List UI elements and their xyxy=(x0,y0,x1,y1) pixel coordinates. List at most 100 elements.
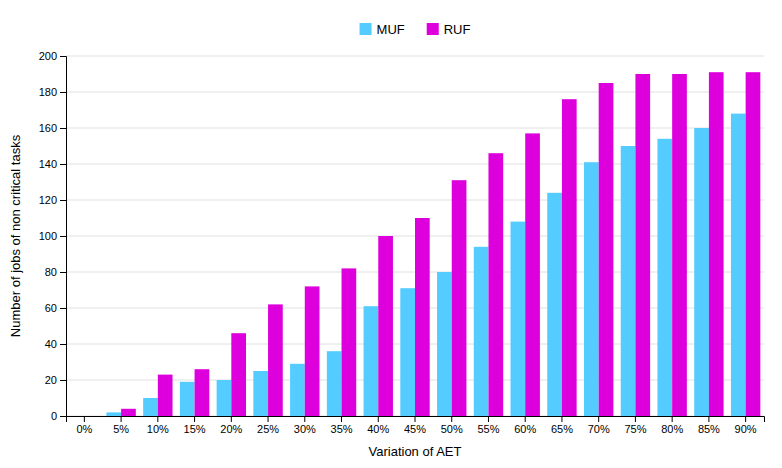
grid-line xyxy=(66,128,764,129)
bar xyxy=(547,193,562,416)
bar xyxy=(635,74,650,416)
bar xyxy=(474,247,489,416)
y-tick-label: 40 xyxy=(45,338,57,350)
y-tick-mark xyxy=(60,416,66,417)
y-tick: 80 xyxy=(45,266,66,278)
bar xyxy=(364,306,379,416)
legend-swatch xyxy=(360,23,372,35)
bar xyxy=(525,133,540,416)
chart: 0% 5% 10% 15% 20% 25% 30% 35% 40% 45% 50% 55% 60% 65%… xyxy=(0,0,782,468)
bar xyxy=(562,99,577,416)
legend: MUFRUF xyxy=(360,22,471,37)
y-tick: 160 xyxy=(39,122,66,134)
x-tick-label: 35% xyxy=(331,423,353,435)
x-tick-mark xyxy=(341,416,342,422)
grid-line xyxy=(66,56,764,57)
y-tick: 200 xyxy=(39,50,66,62)
y-tick: 140 xyxy=(39,158,66,170)
bar xyxy=(657,139,672,416)
bar xyxy=(143,398,158,416)
y-tick: 40 xyxy=(45,338,66,350)
x-tick-mark xyxy=(451,416,452,422)
y-tick-label: 160 xyxy=(39,122,57,134)
x-tick: 35% xyxy=(331,416,353,435)
x-tick-mark xyxy=(304,416,305,422)
x-tick-label: 40% xyxy=(367,423,389,435)
y-tick-mark xyxy=(60,92,66,93)
x-tick: 25% xyxy=(257,416,279,435)
x-tick: 70% xyxy=(588,416,610,435)
bar xyxy=(511,222,526,416)
y-tick-mark xyxy=(60,272,66,273)
x-tick: 85% xyxy=(698,416,720,435)
y-tick-label: 200 xyxy=(39,50,57,62)
y-tick: 120 xyxy=(39,194,66,206)
bar xyxy=(584,162,599,416)
bar xyxy=(452,180,467,416)
y-tick-label: 20 xyxy=(45,374,57,386)
legend-label: RUF xyxy=(444,22,471,37)
x-tick-label: 55% xyxy=(477,423,499,435)
y-tick-label: 80 xyxy=(45,266,57,278)
bar xyxy=(746,72,761,416)
bars xyxy=(106,72,760,416)
y-tick-label: 60 xyxy=(45,302,57,314)
bar xyxy=(621,146,636,416)
x-tick: 0% xyxy=(76,416,92,435)
x-tick-label: 60% xyxy=(514,423,536,435)
y-tick-mark xyxy=(60,380,66,381)
bar xyxy=(305,286,320,416)
bar xyxy=(488,153,503,416)
y-tick-mark xyxy=(60,164,66,165)
x-tick: 50% xyxy=(441,416,463,435)
bar xyxy=(731,114,746,416)
bar xyxy=(70,416,85,417)
x-tick-mark xyxy=(157,416,158,422)
y-axis-title: Number of jobs of non critical tasks xyxy=(8,134,23,337)
x-tick: 60% xyxy=(514,416,536,435)
bar xyxy=(437,272,452,416)
x-tick-mark xyxy=(121,416,122,422)
x-tick-mark xyxy=(231,416,232,422)
x-tick-label: 5% xyxy=(113,423,129,435)
x-tick-label: 25% xyxy=(257,423,279,435)
bar xyxy=(694,128,709,416)
x-tick-mark xyxy=(84,416,85,422)
y-tick: 20 xyxy=(45,374,66,386)
x-axis: 0% 5% 10% 15% 20% 25% 30% 35% 40% 45% 50% 55% 60% 65%… xyxy=(67,416,765,435)
bar xyxy=(195,369,210,416)
x-tick-label: 15% xyxy=(184,423,206,435)
y-tick: 180 xyxy=(39,86,66,98)
x-tick-mark xyxy=(561,416,562,422)
bar xyxy=(378,236,393,416)
x-tick: 75% xyxy=(624,416,646,435)
bar xyxy=(327,351,342,416)
x-tick-mark xyxy=(268,416,269,422)
y-tick-label: 100 xyxy=(39,230,57,242)
grid xyxy=(66,56,764,416)
y-tick-mark xyxy=(60,344,66,345)
x-tick: 10% xyxy=(147,416,169,435)
bar xyxy=(106,412,121,416)
bar-series xyxy=(121,72,760,416)
y-tick-label: 0 xyxy=(51,410,57,422)
grid-line xyxy=(66,92,764,93)
x-tick: 20% xyxy=(220,416,242,435)
x-tick: 90% xyxy=(735,416,757,435)
y-axis: 0 20 40 60 80 100 120 140 160 180 200 xyxy=(39,50,67,422)
x-tick-mark xyxy=(194,416,195,422)
x-tick-mark xyxy=(488,416,489,422)
x-tick: 30% xyxy=(294,416,316,435)
bar xyxy=(342,268,357,416)
x-tick: 45% xyxy=(404,416,426,435)
legend-item: RUF xyxy=(427,22,471,37)
x-tick: 40% xyxy=(367,416,389,435)
bar xyxy=(290,364,305,416)
x-tick-mark xyxy=(708,416,709,422)
y-tick-label: 120 xyxy=(39,194,57,206)
y-tick: 0 xyxy=(51,410,66,422)
x-tick-label: 80% xyxy=(661,423,683,435)
y-tick-mark xyxy=(60,236,66,237)
x-tick: 55% xyxy=(477,416,499,435)
x-tick: 65% xyxy=(551,416,573,435)
